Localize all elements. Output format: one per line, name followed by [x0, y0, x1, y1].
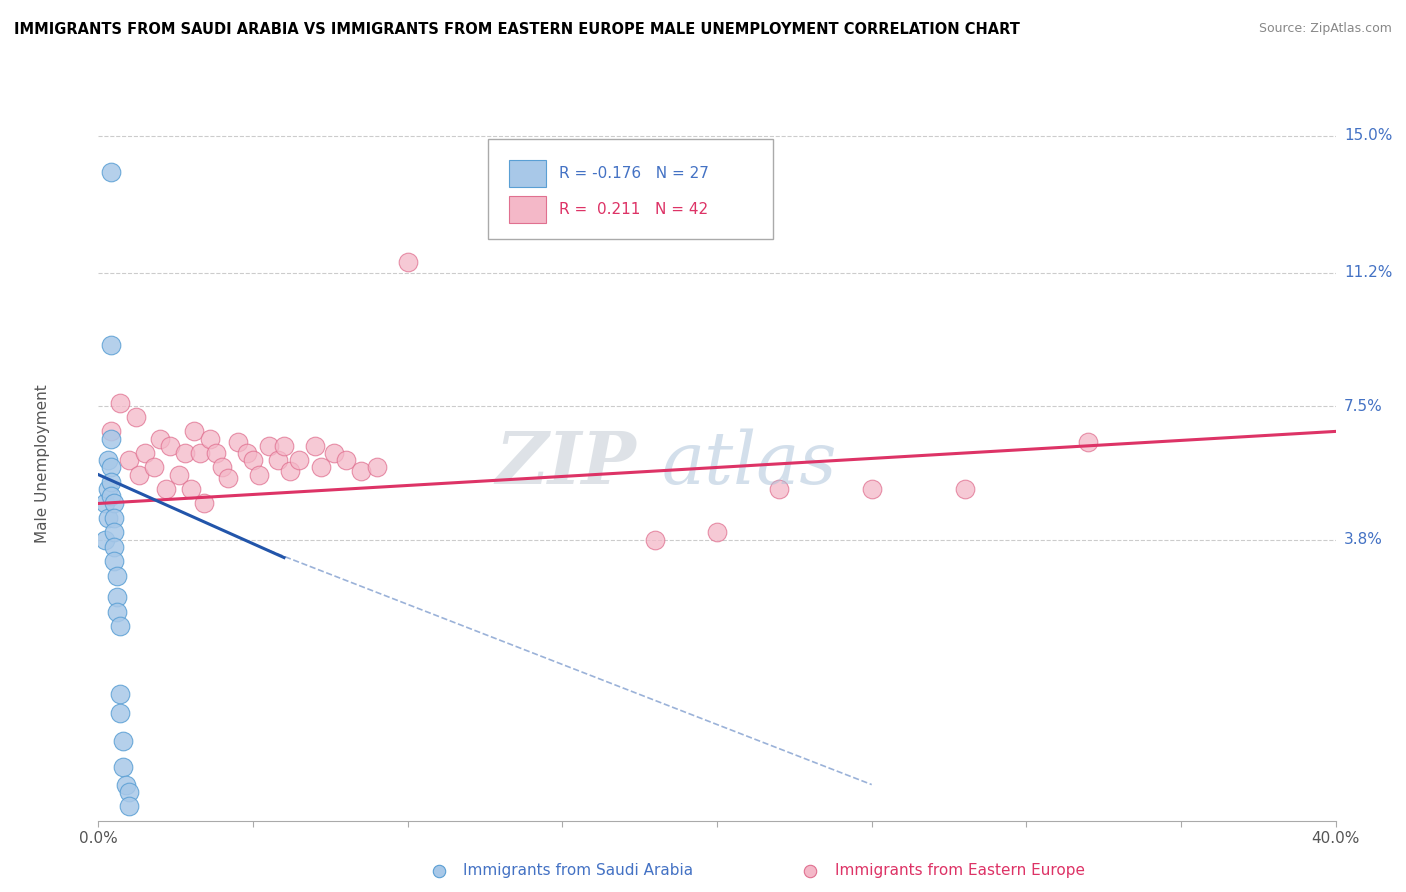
Point — [198, 432, 221, 446]
Text: IMMIGRANTS FROM SAUDI ARABIA VS IMMIGRANTS FROM EASTERN EUROPE MALE UNEMPLOYMENT: IMMIGRANTS FROM SAUDI ARABIA VS IMMIGRAN… — [14, 22, 1019, 37]
Point — [103, 511, 125, 525]
Point — [108, 706, 131, 720]
Point — [97, 511, 120, 525]
Point — [108, 688, 131, 702]
Point — [124, 409, 146, 424]
Text: 11.2%: 11.2% — [1344, 265, 1392, 280]
Point — [103, 496, 125, 510]
Point — [174, 446, 197, 460]
Point — [288, 453, 311, 467]
Point — [242, 453, 264, 467]
Point — [105, 605, 128, 619]
Text: atlas: atlas — [661, 428, 837, 500]
Point — [183, 425, 205, 439]
Point — [396, 255, 419, 269]
Point — [706, 525, 728, 540]
Point — [118, 785, 141, 799]
Point — [322, 446, 344, 460]
Point — [143, 460, 166, 475]
Text: R =  0.211   N = 42: R = 0.211 N = 42 — [558, 202, 707, 217]
Point — [273, 439, 295, 453]
Point — [768, 482, 790, 496]
Point — [108, 619, 131, 633]
Point — [180, 482, 202, 496]
Text: Immigrants from Saudi Arabia: Immigrants from Saudi Arabia — [464, 863, 693, 878]
Point — [953, 482, 976, 496]
Point — [112, 734, 135, 748]
Point — [226, 435, 249, 450]
Point — [115, 778, 138, 792]
Point — [205, 446, 228, 460]
Point — [100, 460, 122, 475]
Point — [112, 759, 135, 773]
Point — [108, 395, 131, 409]
FancyBboxPatch shape — [509, 160, 547, 187]
Point — [190, 446, 212, 460]
Text: R = -0.176   N = 27: R = -0.176 N = 27 — [558, 166, 709, 181]
Point — [105, 590, 128, 604]
Point — [134, 446, 156, 460]
Point — [1077, 435, 1099, 450]
Point — [193, 496, 215, 510]
Text: Source: ZipAtlas.com: Source: ZipAtlas.com — [1258, 22, 1392, 36]
Point — [217, 471, 239, 485]
Point — [366, 460, 388, 475]
Point — [97, 453, 120, 467]
Point — [335, 453, 357, 467]
Point — [309, 460, 332, 475]
Point — [100, 425, 122, 439]
Point — [100, 432, 122, 446]
Point — [100, 338, 122, 352]
Point — [97, 482, 120, 496]
Point — [103, 525, 125, 540]
Point — [236, 446, 259, 460]
Point — [159, 439, 181, 453]
Point — [93, 496, 115, 510]
Point — [644, 533, 666, 547]
Text: ZIP: ZIP — [496, 428, 637, 500]
FancyBboxPatch shape — [488, 139, 773, 239]
Point — [211, 460, 233, 475]
Point — [103, 554, 125, 568]
Point — [100, 475, 122, 489]
Point — [304, 439, 326, 453]
Text: 3.8%: 3.8% — [1344, 532, 1384, 547]
Point — [155, 482, 177, 496]
Text: Male Unemployment: Male Unemployment — [35, 384, 51, 543]
Point — [93, 533, 115, 547]
Point — [247, 467, 270, 482]
Text: 15.0%: 15.0% — [1344, 128, 1392, 144]
Point — [118, 799, 141, 814]
Point — [105, 568, 128, 582]
Point — [257, 439, 280, 453]
Point — [167, 467, 190, 482]
Text: 7.5%: 7.5% — [1344, 399, 1382, 414]
Point — [149, 432, 172, 446]
Point — [103, 540, 125, 554]
Point — [860, 482, 883, 496]
Point — [278, 464, 301, 478]
Point — [350, 464, 373, 478]
Point — [100, 489, 122, 503]
Point — [100, 165, 122, 179]
Point — [118, 453, 141, 467]
Text: Immigrants from Eastern Europe: Immigrants from Eastern Europe — [835, 863, 1084, 878]
Point — [267, 453, 290, 467]
Point — [128, 467, 150, 482]
FancyBboxPatch shape — [509, 195, 547, 223]
